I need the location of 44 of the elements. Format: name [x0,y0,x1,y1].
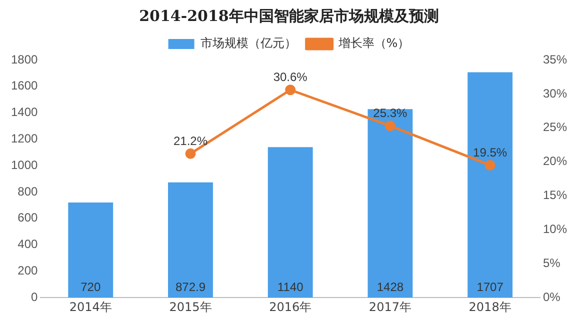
data-label: 1707 [476,280,504,294]
bar [168,182,213,298]
y-tick-label: 0 [31,290,38,304]
y-tick-label: 600 [18,210,38,225]
bar [68,202,114,298]
data-label: 19.5% [473,146,508,160]
y-tick-label: 1200 [10,132,38,146]
bar [368,109,413,298]
x-tick-label: 2014年 [69,300,112,314]
data-label: 872.9 [175,280,206,294]
y2-tick-label: 0% [542,290,561,304]
y2-tick-label: 25% [542,120,568,134]
data-label: 30.6% [273,70,308,84]
data-label: 1140 [277,280,304,294]
chart-title: 2014-2018年中国智能家居市场规模及预测 [138,6,440,27]
y-tick-label: 1800 [10,52,38,66]
point [185,148,196,159]
x-tick-label: 2018年 [468,300,512,314]
y2-tick-label: 5% [542,256,561,270]
y-tick-label: 200 [18,264,38,278]
point [484,160,496,170]
data-label: 1428 [376,280,404,294]
legend-label: 市场规模（亿元） [200,36,296,50]
y-tick-label: 800 [18,184,38,198]
x-tick-label: 2016年 [269,300,312,314]
point [285,84,296,96]
bar [468,72,513,298]
y2-tick-label: 10% [542,222,568,236]
y2-tick-label: 15% [542,188,568,202]
bar [268,147,313,298]
x-tick-label: 2015年 [169,300,212,314]
legend-label: 增长率（%） [337,36,410,50]
x-tick-label: 2017年 [368,300,412,314]
y2-tick-label: 35% [542,52,568,66]
y-tick-label: 1000 [10,158,38,172]
data-label: 21.2% [173,134,208,148]
data-label: 25.3% [373,106,408,120]
y-tick-label: 1600 [10,78,38,93]
point [384,120,396,132]
y2-tick-label: 30% [542,86,568,100]
y2-tick-label: 20% [542,154,568,168]
y-tick-label: 400 [18,237,38,252]
data-label: 720 [80,280,101,294]
y-tick-label: 1400 [10,105,38,120]
